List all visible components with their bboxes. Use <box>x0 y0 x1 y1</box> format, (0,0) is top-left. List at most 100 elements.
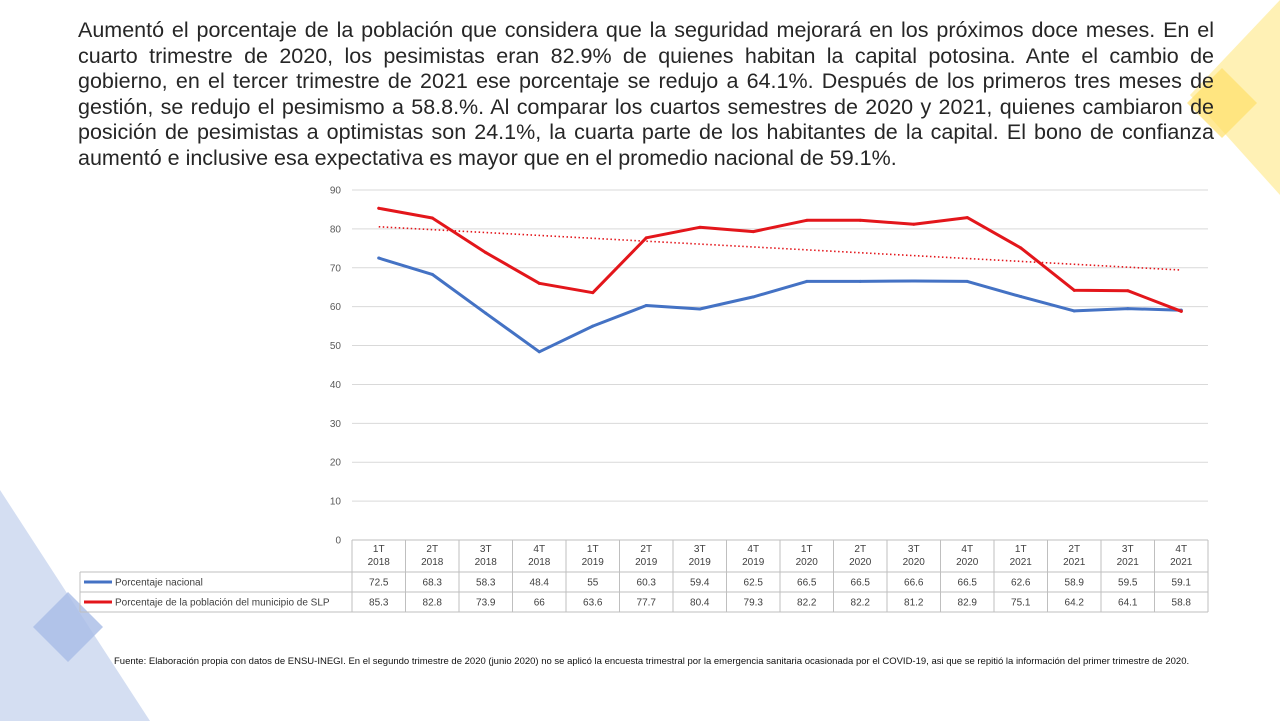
x-tick-label: 2018 <box>528 557 551 568</box>
x-tick-label: 2021 <box>1170 557 1193 568</box>
data-label: 55 <box>587 578 599 589</box>
deco-blue-diamond-small <box>33 592 103 662</box>
data-point-nacional <box>1126 307 1130 311</box>
data-label: 59.1 <box>1172 578 1192 589</box>
data-label: 66.5 <box>797 578 817 589</box>
x-tick-label: 2020 <box>796 557 819 568</box>
y-tick-label: 0 <box>335 536 341 547</box>
data-point-slp <box>537 281 541 285</box>
data-label: 73.9 <box>476 598 496 609</box>
data-point-slp <box>751 230 755 234</box>
x-tick-label: 4T <box>533 544 545 555</box>
x-tick-label: 1T <box>1015 544 1027 555</box>
data-label: 77.7 <box>637 598 657 609</box>
chart-gridlines <box>352 189 1208 502</box>
y-tick-label: 30 <box>330 419 342 430</box>
data-label: 60.3 <box>637 578 657 589</box>
trendline-group <box>378 225 1182 271</box>
x-tick-label: 2018 <box>421 557 444 568</box>
data-label: 64.2 <box>1065 598 1085 609</box>
data-table: 1T 2018 2T 2018 3T 2018 4T 2018 1T 2019 2T 2019 3T 20… <box>79 539 1209 613</box>
data-point-slp <box>484 251 488 255</box>
data-label: 48.4 <box>530 578 550 589</box>
data-point-slp <box>591 291 595 295</box>
data-point-slp <box>858 218 862 222</box>
data-label: 59.5 <box>1118 578 1138 589</box>
x-tick-label: 2020 <box>903 557 926 568</box>
trendline-slp <box>378 225 1182 271</box>
data-point-nacional <box>1019 295 1023 299</box>
data-point-slp <box>1072 288 1076 292</box>
data-label: 82.9 <box>958 598 978 609</box>
data-point-nacional <box>965 279 969 283</box>
data-label: 63.6 <box>583 598 603 609</box>
series-line-slp <box>377 206 1183 313</box>
data-point-nacional <box>1072 309 1076 313</box>
x-tick-label: 2019 <box>635 557 658 568</box>
legend-label-nacional: Porcentaje nacional <box>115 578 203 589</box>
series-lines <box>377 206 1183 354</box>
data-label: 64.1 <box>1118 598 1138 609</box>
data-point-nacional <box>537 350 541 354</box>
x-tick-label: 2018 <box>368 557 391 568</box>
x-tick-label: 2T <box>1068 544 1080 555</box>
x-tick-label: 4T <box>1175 544 1187 555</box>
y-tick-label: 50 <box>330 341 342 352</box>
y-tick-label: 60 <box>330 302 342 313</box>
data-label: 58.8 <box>1172 598 1192 609</box>
data-label: 82.2 <box>797 598 817 609</box>
data-label: 62.6 <box>1011 578 1031 589</box>
data-point-slp <box>377 206 381 210</box>
data-label: 66.5 <box>851 578 871 589</box>
source-note: Fuente: Elaboración propia con datos de … <box>114 656 1190 667</box>
data-point-nacional <box>912 279 916 283</box>
x-tick-label: 2T <box>854 544 866 555</box>
x-tick-label: 4T <box>747 544 759 555</box>
y-tick-label: 20 <box>330 458 342 469</box>
x-tick-label: 3T <box>480 544 492 555</box>
x-tick-label: 3T <box>694 544 706 555</box>
x-tick-label: 3T <box>1122 544 1134 555</box>
data-label: 80.4 <box>690 598 710 609</box>
data-point-nacional <box>484 311 488 315</box>
data-point-nacional <box>858 279 862 283</box>
data-label: 66.6 <box>904 578 924 589</box>
x-tick-label: 2020 <box>956 557 979 568</box>
data-point-nacional <box>591 324 595 328</box>
x-tick-label: 2020 <box>849 557 872 568</box>
data-point-slp <box>912 222 916 226</box>
data-label: 58.3 <box>476 578 496 589</box>
data-label: 68.3 <box>423 578 443 589</box>
x-tick-label: 3T <box>908 544 920 555</box>
data-label: 58.9 <box>1065 578 1085 589</box>
data-label: 62.5 <box>744 578 764 589</box>
deco-yellow-diamond-small <box>1187 68 1257 138</box>
x-tick-label: 2021 <box>1063 557 1086 568</box>
y-axis: 0 10 20 30 40 50 60 70 80 90 <box>330 186 342 547</box>
x-tick-label: 2019 <box>742 557 765 568</box>
y-tick-label: 80 <box>330 224 342 235</box>
y-tick-label: 70 <box>330 263 342 274</box>
data-point-slp <box>698 225 702 229</box>
data-point-nacional <box>377 256 381 260</box>
data-point-slp <box>805 218 809 222</box>
data-label: 85.3 <box>369 598 389 609</box>
data-point-nacional <box>698 307 702 311</box>
data-label: 81.2 <box>904 598 924 609</box>
x-tick-label: 2021 <box>1010 557 1033 568</box>
x-tick-label: 2T <box>426 544 438 555</box>
x-tick-label: 2021 <box>1117 557 1140 568</box>
data-label: 79.3 <box>744 598 764 609</box>
data-point-slp <box>644 236 648 240</box>
x-tick-label: 2T <box>640 544 652 555</box>
data-point-nacional <box>430 272 434 276</box>
series-line-nacional <box>377 256 1183 354</box>
x-tick-label: 1T <box>587 544 599 555</box>
data-point-slp <box>1179 309 1183 313</box>
data-label: 72.5 <box>369 578 389 589</box>
data-label: 66.5 <box>958 578 978 589</box>
data-point-nacional <box>751 295 755 299</box>
x-tick-label: 4T <box>961 544 973 555</box>
data-label: 75.1 <box>1011 598 1031 609</box>
